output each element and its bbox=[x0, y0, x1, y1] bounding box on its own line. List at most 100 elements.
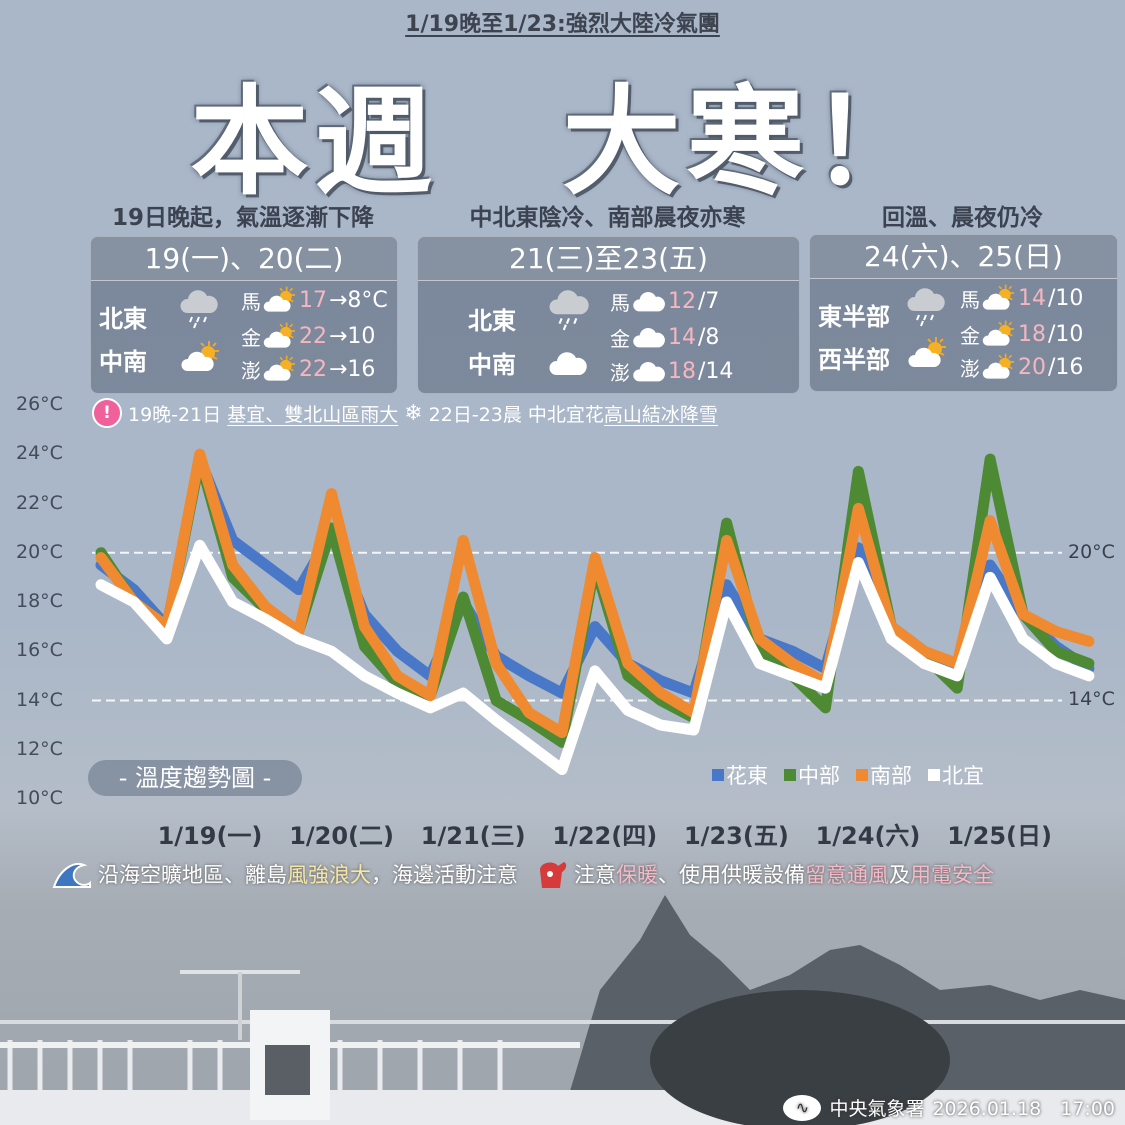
temp-low: →10 bbox=[329, 323, 376, 349]
alert-text-highlight: 高山結冰降雪 bbox=[603, 403, 718, 426]
y-tick-label: 20°C bbox=[16, 540, 63, 563]
x-tick-label: 1/22(四) bbox=[552, 822, 658, 850]
cwa-logo-icon: ∿ bbox=[783, 1094, 822, 1121]
x-tick-label: 1/23(五) bbox=[683, 822, 789, 850]
region-name: 北東 bbox=[99, 305, 147, 333]
mitten-icon bbox=[540, 862, 567, 888]
legend-label: 花東 bbox=[726, 764, 768, 788]
temp-high: 22 bbox=[299, 356, 327, 382]
title-text: 1/19晚至1/23:強烈大陸冷氣團 bbox=[405, 12, 720, 37]
island-name: 金 bbox=[241, 325, 261, 350]
legend-item: 南部 bbox=[856, 760, 912, 790]
x-tick-label: 1/21(三) bbox=[420, 822, 526, 850]
temp-high: 18 bbox=[1018, 321, 1046, 347]
island-name: 馬 bbox=[610, 291, 630, 315]
reference-line-label: 20°C bbox=[1068, 540, 1115, 563]
island-matsu: 馬 12/7 bbox=[610, 287, 719, 316]
notice-text: ，海邊活動注意 bbox=[371, 863, 518, 887]
island-name: 金 bbox=[610, 327, 630, 351]
panel-2-subtitle: 中北東陰冷、南部晨夜亦寒 bbox=[469, 205, 746, 231]
region-name: 中南 bbox=[99, 348, 147, 376]
temp-high: 20 bbox=[1018, 354, 1046, 380]
legend-label: 北宜 bbox=[942, 764, 984, 788]
y-tick-label: 14°C bbox=[16, 688, 63, 711]
x-tick-label: 1/24(六) bbox=[815, 822, 921, 850]
forecast-panel-2: 21(三)至23(五) 北東 中南 馬 12/7 金 14/8 澎 18/14 bbox=[417, 236, 800, 394]
island-kinmen: 金 18/10 bbox=[960, 319, 1083, 349]
y-tick-label: 24°C bbox=[16, 442, 63, 465]
snowflake-icon: ❄ bbox=[404, 400, 423, 426]
wave-icon bbox=[52, 863, 91, 888]
island-penghu: 澎 18/14 bbox=[610, 357, 733, 386]
chart-title: - 溫度趨勢圖 - bbox=[88, 760, 302, 796]
notice-text: 沿海空曠地區、離島 bbox=[98, 863, 287, 887]
footer: ∿ 中央氣象署 2026.01.18 17:00 bbox=[783, 1094, 1115, 1121]
notice-highlight: 保暖 bbox=[616, 863, 658, 887]
notice-text: 、使用供暖設備 bbox=[658, 863, 805, 887]
temp-low: /16 bbox=[1048, 354, 1084, 380]
island-name: 金 bbox=[960, 323, 980, 348]
legend: 花東 中部 南部 北宜 bbox=[712, 760, 984, 790]
island-name: 馬 bbox=[241, 289, 261, 314]
temp-high: 14 bbox=[668, 325, 696, 350]
panel-3-header: 24(六)、25(日) bbox=[810, 235, 1117, 279]
temp-high: 14 bbox=[1018, 285, 1046, 311]
island-penghu: 澎 22 →16 bbox=[241, 354, 375, 384]
legend-item: 北宜 bbox=[928, 760, 984, 790]
y-tick-label: 16°C bbox=[16, 639, 63, 662]
temp-high: 22 bbox=[299, 323, 327, 349]
island-name: 馬 bbox=[960, 287, 980, 312]
forecast-panel-1: 19(一)、20(二) 北東 中南 馬 17 →8°C 金 22 →10 澎 22 →16 bbox=[90, 236, 398, 394]
region-name: 北東 bbox=[468, 307, 516, 335]
region-name: 中南 bbox=[468, 351, 516, 379]
region-name: 西半部 bbox=[818, 346, 890, 374]
panel-2-header: 21(三)至23(五) bbox=[418, 237, 799, 281]
reference-line-label: 14°C bbox=[1068, 688, 1115, 711]
notice-line: 沿海空曠地區、離島 風強浪大 ，海邊活動注意 注意 保暖 、使用供暖設備 留意通風及用電安… bbox=[52, 858, 994, 890]
timestamp: 2026.01.18 17:00 bbox=[932, 1098, 1115, 1120]
legend-label: 中部 bbox=[798, 764, 840, 788]
notice-text: 及 bbox=[889, 863, 910, 887]
temp-low: /10 bbox=[1048, 321, 1084, 347]
alert-text-highlight: 基宜、雙北山區雨大 bbox=[227, 403, 399, 426]
legend-swatch bbox=[856, 769, 868, 781]
island-name: 澎 bbox=[960, 356, 980, 381]
notice-highlight: 用電安全 bbox=[910, 863, 994, 887]
island-kinmen: 金 14/8 bbox=[610, 323, 719, 352]
island-name: 澎 bbox=[610, 361, 630, 385]
legend-item: 中部 bbox=[784, 760, 840, 790]
forecast-panel-3: 24(六)、25(日) 東半部 西半部 馬 14/10 金 18/10 澎 20/16 bbox=[809, 234, 1118, 392]
island-matsu: 馬 14/10 bbox=[960, 283, 1083, 313]
temp-high: 17 bbox=[299, 287, 327, 313]
legend-label: 南部 bbox=[870, 764, 912, 788]
temp-low: →8°C bbox=[329, 287, 388, 313]
temp-low: /10 bbox=[1048, 285, 1084, 311]
alert-text: 19晚-21日 bbox=[128, 403, 222, 426]
y-tick-label: 18°C bbox=[16, 590, 63, 612]
temp-low: →16 bbox=[329, 356, 376, 382]
x-tick-label: 1/20(二) bbox=[289, 822, 394, 850]
y-tick-label: 22°C bbox=[16, 491, 63, 514]
top-title: 1/19晚至1/23:強烈大陸冷氣團 bbox=[0, 6, 1125, 38]
panel-1-subtitle: 19日晚起，氣溫逐漸下降 bbox=[111, 205, 374, 231]
x-tick-label: 1/19(一) bbox=[157, 822, 263, 850]
legend-swatch bbox=[928, 769, 940, 781]
region-name: 東半部 bbox=[818, 303, 890, 331]
notice-highlight: 留意通風 bbox=[805, 863, 889, 887]
panel-3-subtitle: 回溫、晨夜仍冷 bbox=[882, 205, 1043, 231]
temp-low: /8 bbox=[698, 325, 720, 350]
notice-text: 注意 bbox=[574, 863, 616, 887]
temp-low: /14 bbox=[698, 359, 734, 384]
island-penghu: 澎 20/16 bbox=[960, 352, 1083, 382]
legend-swatch bbox=[784, 769, 796, 781]
y-tick-label: 26°C bbox=[16, 393, 63, 415]
org-name: 中央氣象署 bbox=[829, 1098, 925, 1120]
legend-item: 花東 bbox=[712, 760, 768, 790]
temp-high: 12 bbox=[668, 289, 696, 314]
temp-high: 18 bbox=[668, 359, 696, 384]
panel-1-header: 19(一)、20(二) bbox=[91, 237, 397, 281]
y-tick-label: 10°C bbox=[16, 787, 63, 809]
alert-text: 22日-23晨 中北宜花 bbox=[428, 403, 604, 426]
